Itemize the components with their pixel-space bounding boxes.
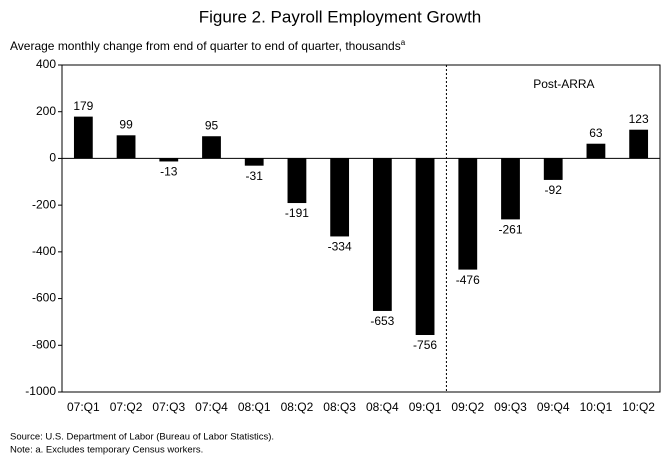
x-tick-label: 07:Q3	[152, 400, 185, 414]
y-tick-label: 0	[49, 151, 56, 165]
data-label: -13	[160, 165, 178, 179]
x-tick-label: 09:Q2	[451, 400, 484, 414]
x-tick-label: 08:Q4	[366, 400, 399, 414]
x-tick-label: 09:Q1	[409, 400, 442, 414]
bar	[629, 129, 649, 159]
data-label: -756	[413, 338, 437, 352]
bar	[287, 158, 307, 204]
bar	[159, 158, 179, 162]
subtitle-text: Average monthly change from end of quart…	[10, 39, 401, 53]
bar	[330, 158, 350, 237]
y-tick-label: 400	[36, 57, 56, 71]
data-label: 63	[589, 126, 603, 140]
x-tick-label: 07:Q1	[67, 400, 100, 414]
x-tick-label: 08:Q3	[323, 400, 356, 414]
data-label: -191	[285, 206, 309, 220]
x-tick-label: 08:Q1	[238, 400, 271, 414]
y-tick-label: -600	[32, 291, 56, 305]
bar	[202, 136, 221, 159]
data-label: -476	[456, 273, 480, 287]
x-tick-label: 07:Q2	[110, 400, 143, 414]
annotation: Post-ARRA	[533, 77, 594, 91]
bar	[415, 158, 435, 336]
x-tick-label: 08:Q2	[281, 400, 314, 414]
data-label: -92	[545, 183, 563, 197]
y-tick-label: -200	[32, 197, 56, 211]
x-tick-label: 10:Q2	[622, 400, 655, 414]
bar	[73, 116, 93, 159]
y-tick-label: -400	[32, 244, 56, 258]
bar	[501, 158, 520, 220]
y-tick-label: -1000	[25, 384, 56, 398]
plot-frame	[61, 64, 661, 393]
x-tick-label: 09:Q3	[494, 400, 527, 414]
y-tick-label: 200	[36, 104, 56, 118]
data-label: -31	[246, 169, 264, 183]
subtitle-marker: a	[401, 38, 406, 47]
bar	[244, 158, 264, 166]
chart-title: Figure 2. Payroll Employment Growth	[199, 7, 482, 26]
x-tick-label: 07:Q4	[195, 400, 228, 414]
bar	[116, 135, 136, 159]
bar	[586, 143, 606, 159]
bar	[543, 158, 563, 180]
bar	[458, 158, 478, 270]
x-tick-label: 10:Q1	[580, 400, 613, 414]
data-label: 179	[73, 99, 93, 113]
data-label: -261	[498, 223, 522, 237]
bar	[372, 158, 392, 311]
data-label: -334	[328, 240, 352, 254]
x-tick-label: 09:Q4	[537, 400, 570, 414]
data-label: -653	[370, 314, 394, 328]
y-tick-label: -800	[32, 337, 56, 351]
data-label: 123	[629, 112, 649, 126]
chart-subtitle: Average monthly change from end of quart…	[10, 38, 406, 53]
footnote: Note: a. Excludes temporary Census worke…	[10, 445, 203, 456]
data-label: 99	[119, 117, 133, 131]
source-note: Source: U.S. Department of Labor (Bureau…	[10, 432, 274, 443]
data-label: 95	[205, 118, 219, 132]
